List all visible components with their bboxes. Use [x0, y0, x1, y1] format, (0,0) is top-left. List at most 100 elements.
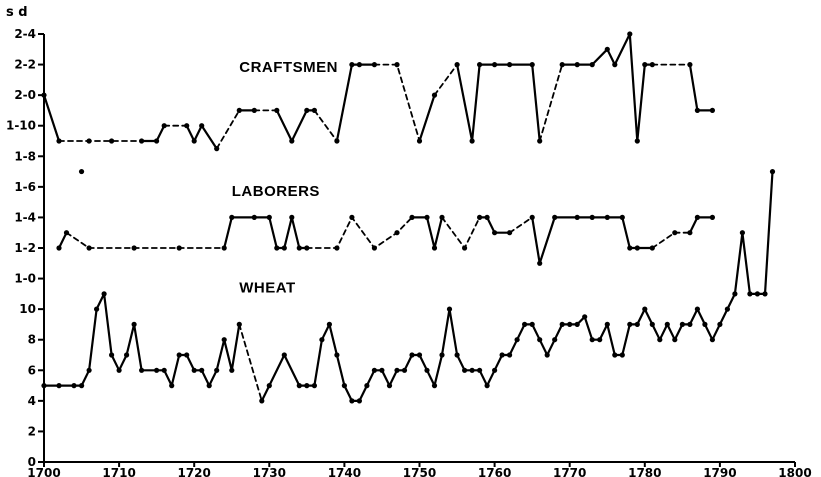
craftsmen-data-point [589, 62, 595, 68]
wheat-data-point [642, 306, 648, 312]
craftsmen-data-point [627, 31, 633, 37]
wheat-data-point [589, 337, 595, 343]
craftsmen-line-segment [185, 124, 218, 150]
craftsmen-data-point [184, 123, 190, 129]
laborers-line-segment [223, 216, 308, 250]
laborers-data-point [394, 230, 400, 236]
y-tick-label: 1-2 [14, 241, 36, 255]
wheat-data-point [544, 352, 550, 358]
laborers-data-point [131, 245, 137, 251]
craftsmen-data-point [394, 62, 400, 68]
wheat-data-point [394, 367, 400, 373]
laborers-data-point [552, 214, 558, 220]
wheat-data-point [446, 306, 453, 312]
wheat-data-point [439, 352, 445, 358]
wheat-data-point [529, 321, 535, 327]
wheat-data-point [657, 337, 663, 343]
wheat-line-segment [42, 292, 241, 387]
craftsmen-data-point [574, 62, 580, 68]
wheat-line-segment [260, 170, 774, 402]
wheat-data-point [694, 306, 701, 312]
laborers-line-segment [651, 231, 691, 249]
wheat-data-point [364, 383, 370, 389]
craftsmen-data-point [139, 138, 145, 144]
wheat-data-point [386, 383, 393, 389]
series-craftsmen [41, 31, 716, 152]
wheat-data-point [619, 352, 625, 358]
laborers-data-point [221, 245, 227, 251]
craftsmen-data-point [236, 107, 242, 113]
wheat-data-point [634, 321, 640, 327]
craftsmen-line-segment [688, 63, 714, 112]
wheat-data-point [597, 337, 603, 343]
craftsmen-line-segment [335, 63, 376, 143]
laborers-data-point [627, 245, 633, 251]
craftsmen-data-point [214, 146, 220, 152]
wheat-data-point [462, 367, 468, 373]
craftsmen-data-point [161, 123, 167, 129]
wheat-data-point [747, 291, 753, 297]
laborers-line-segment [531, 216, 654, 265]
wheat-data-point [514, 337, 520, 343]
wheat-data-point [236, 321, 242, 327]
series-layer [41, 31, 776, 404]
laborers-data-point [589, 214, 595, 220]
craftsmen-data-point [709, 107, 716, 113]
wheat-data-point [319, 337, 325, 343]
wheat-data-point [199, 367, 205, 373]
craftsmen-data-point [371, 62, 377, 68]
wheat-data-point [454, 352, 460, 358]
craftsmen-data-point [529, 62, 535, 68]
laborers-data-point [507, 230, 513, 236]
laborers-data-point [537, 260, 543, 266]
series-labels: CRAFTSMEN LABORERS WHEAT [232, 59, 338, 296]
craftsmen-data-point [694, 107, 701, 113]
craftsmen-data-point [154, 138, 160, 144]
series-label-wheat: WHEAT [239, 279, 295, 296]
craftsmen-data-point [251, 107, 257, 113]
x-tick-label: 1720 [177, 466, 210, 477]
wheat-data-point [296, 383, 302, 389]
laborers-data-point [86, 245, 92, 251]
wheat-data-point [431, 383, 438, 389]
craftsmen-data-point [454, 62, 460, 68]
wheat-data-point [664, 321, 670, 327]
wheat-data-point [687, 321, 693, 327]
craftsmen-line-segment [140, 124, 166, 143]
y-tick-label: 1-0 [14, 272, 36, 286]
wheat-data-point [739, 230, 746, 236]
wheat-data-point [169, 383, 175, 389]
laborers-line-segment [305, 216, 413, 249]
wheat-data-point [484, 383, 490, 389]
laborers-data-point [349, 214, 355, 220]
laborers-line-segment [441, 216, 481, 249]
craftsmen-data-point [349, 62, 355, 68]
wheat-data-point [124, 352, 130, 358]
laborers-data-point [334, 245, 340, 251]
laborers-data-point [431, 245, 438, 251]
craftsmen-line-segment [418, 94, 436, 143]
wheat-data-point [161, 367, 167, 373]
y-tick-label: 2 [28, 424, 36, 438]
laborers-data-point [672, 230, 678, 236]
craftsmen-line-segment [456, 63, 541, 143]
wheat-data-point [349, 398, 355, 404]
y-tick-label: 4 [28, 394, 36, 408]
laborers-line-segment [410, 216, 444, 250]
wheat-data-point [191, 367, 197, 373]
wheat-data-point [86, 367, 92, 373]
wheat-data-point [176, 352, 182, 358]
wheat-data-point [477, 367, 483, 373]
craftsmen-data-point [604, 46, 610, 52]
wheat-data-point [371, 367, 377, 373]
laborers-data-point [296, 245, 302, 251]
craftsmen-line-segment [215, 109, 241, 150]
craftsmen-line-segment [313, 109, 338, 142]
wheat-data-point [649, 321, 655, 327]
wheat-data-point [574, 321, 580, 327]
wheat-data-point [409, 352, 415, 358]
y-ticks: 0 2 4 6 8 10 1-0 1-2 1-4 1-6 1-8 1-10 2-0 2-2 2-4 [6, 27, 44, 469]
isolated-point [78, 168, 85, 175]
laborers-data-point [274, 245, 280, 251]
